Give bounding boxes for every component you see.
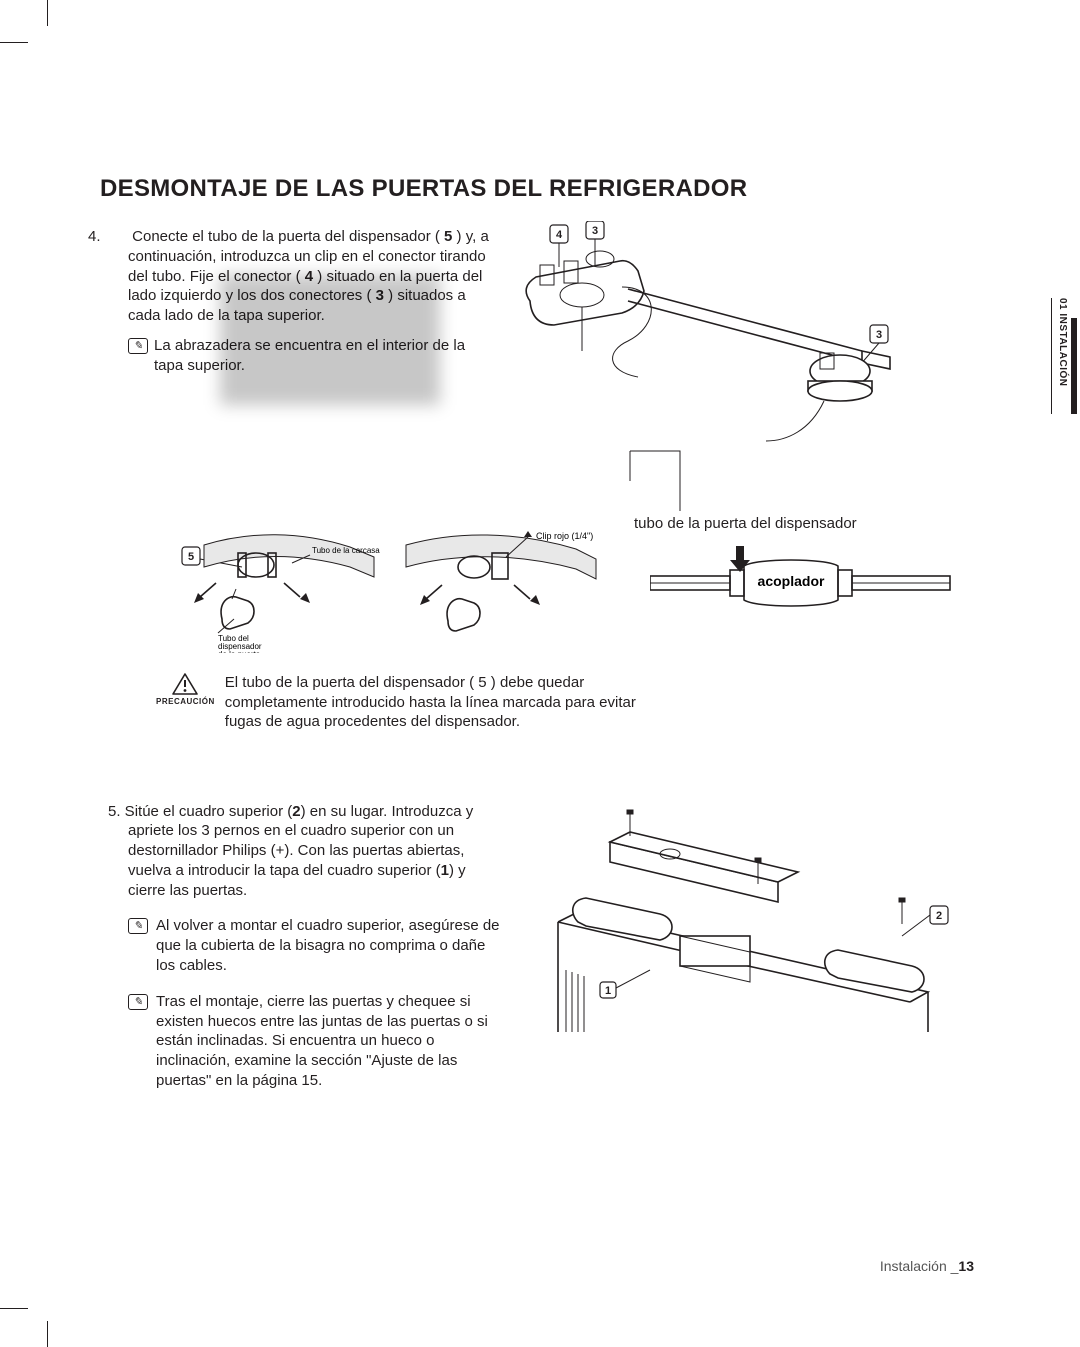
figure-top-box: 2 — [530, 802, 980, 1022]
svg-text:1: 1 — [605, 984, 611, 996]
side-tab-label: 01 INSTALACIÓN — [1057, 298, 1068, 414]
figure-top-cover: 4 3 — [510, 227, 980, 517]
precaucion-label: PRECAUCIÓN — [156, 697, 215, 706]
note-icon: ✎ — [128, 338, 148, 354]
coupler-caption: tubo de la puerta del dispensador — [634, 515, 980, 532]
step4-note: La abrazadera se encuentra en el interio… — [154, 336, 490, 376]
svg-text:Tubo de la carcasa: Tubo de la carcasa — [312, 546, 380, 555]
step5-num: 5. — [108, 803, 121, 820]
figure-coupler: tubo de la puerta del dispensador — [620, 515, 980, 610]
warning-icon: PRECAUCIÓN — [156, 673, 215, 732]
svg-text:Clip rojo (1/4"): Clip rojo (1/4") — [536, 531, 593, 541]
svg-text:2: 2 — [936, 909, 942, 921]
page-footer: Instalación _13 — [880, 1258, 974, 1274]
svg-text:4: 4 — [556, 229, 563, 241]
section-title: DESMONTAJE DE LAS PUERTAS DEL REFRIGERAD… — [100, 175, 980, 203]
step4-num: 4. — [108, 227, 128, 247]
precaucion-text: El tubo de la puerta del dispensador ( 5… — [225, 673, 655, 732]
step5-note1: Al volver a montar el cuadro superior, a… — [156, 916, 500, 975]
note-icon: ✎ — [128, 994, 148, 1010]
svg-text:acoplador: acoplador — [758, 573, 825, 589]
step5-note2: Tras el montaje, cierre las puertas y ch… — [156, 992, 500, 1091]
svg-text:5: 5 — [188, 551, 194, 563]
side-tab: 01 INSTALACIÓN — [1051, 298, 1077, 414]
svg-text:3: 3 — [592, 225, 598, 237]
svg-text:Tubo del dispensad: Tubo del dispensador de la puerta — [218, 634, 264, 653]
svg-text:3: 3 — [876, 329, 882, 341]
step4-text: 4. Conecte el tubo de la puerta del disp… — [100, 227, 490, 517]
note-icon: ✎ — [128, 918, 148, 934]
step5-text: 5. Sitúe el cuadro superior (2) en su lu… — [100, 802, 500, 1091]
